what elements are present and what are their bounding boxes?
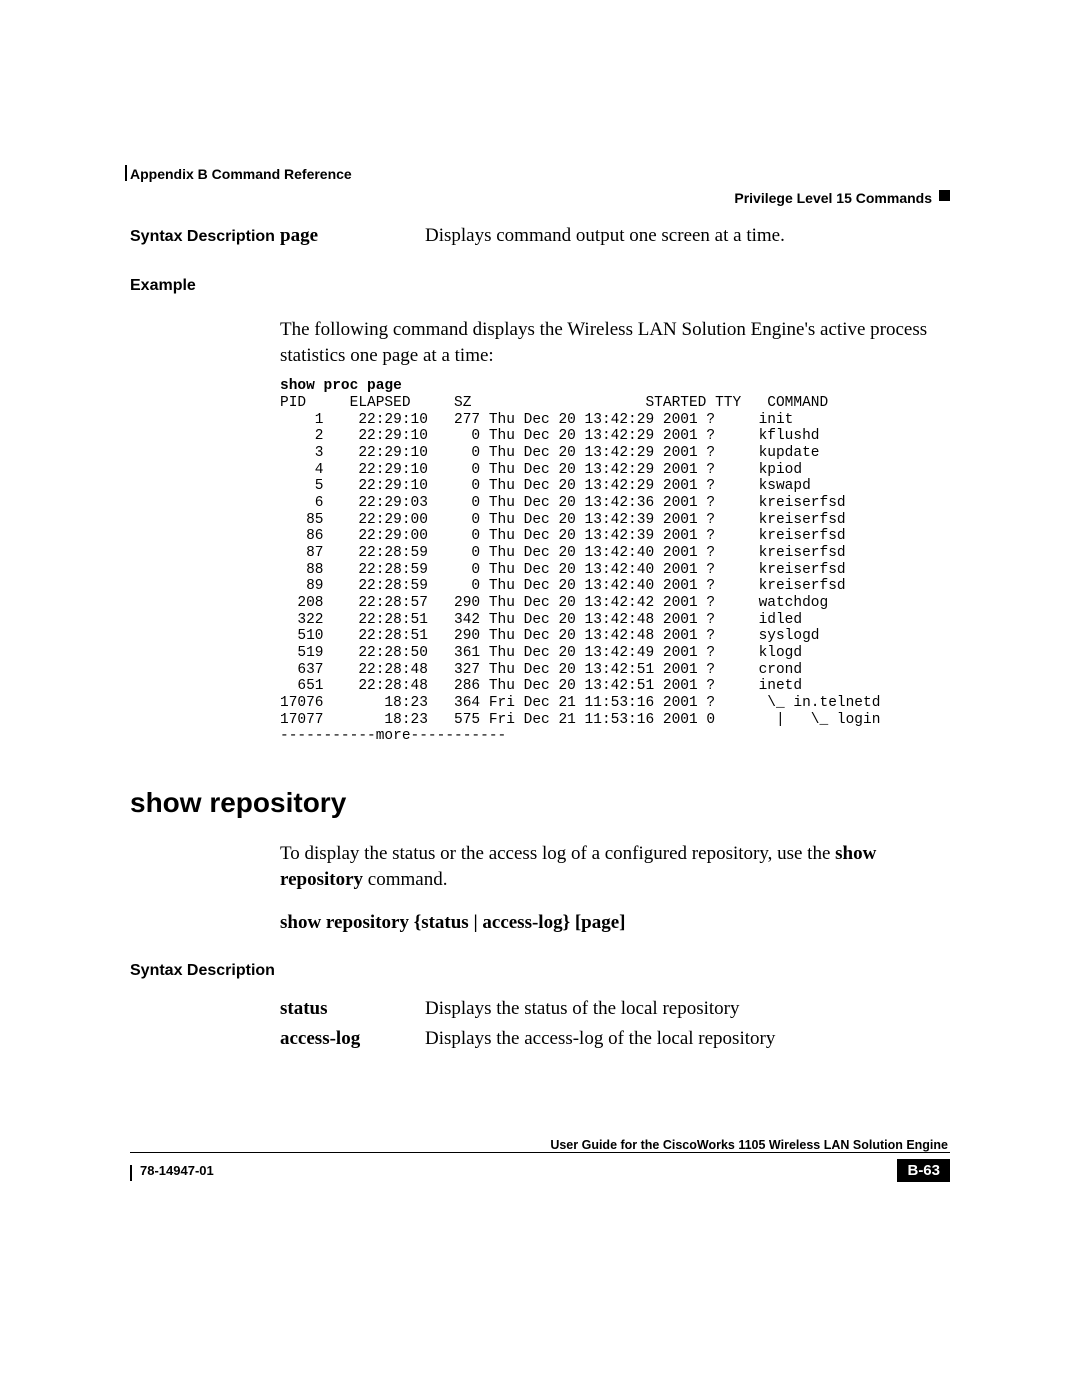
- page-footer: User Guide for the CiscoWorks 1105 Wirel…: [130, 1154, 950, 1182]
- header-section-title: Privilege Level 15 Commands: [734, 190, 932, 206]
- command-title: show repository: [130, 787, 950, 819]
- document-page: Appendix B Command Reference Privilege L…: [0, 0, 1080, 1397]
- section-label: Syntax Description: [130, 228, 280, 246]
- param-description: Displays the status of the local reposit…: [425, 998, 950, 1020]
- param-description: Displays the access-log of the local rep…: [425, 1028, 950, 1050]
- square-icon: [939, 190, 950, 201]
- text: To display the status or the access log …: [280, 843, 835, 864]
- page-number-badge: B-63: [897, 1159, 950, 1182]
- param-name: page: [280, 225, 425, 247]
- text: command.: [363, 869, 447, 890]
- example-paragraph: The following command displays the Wirel…: [130, 317, 950, 368]
- param-name: access-log: [130, 1028, 425, 1050]
- footer-doc-number: 78-14947-01: [130, 1163, 214, 1178]
- header-bar-icon: [125, 165, 127, 181]
- footer-doc-title: User Guide for the CiscoWorks 1105 Wirel…: [130, 1138, 950, 1152]
- code-output: show proc page PID ELAPSED SZ STARTED TT…: [130, 378, 950, 745]
- section-label: Example: [130, 277, 950, 295]
- header-breadcrumb: Appendix B Command Reference: [130, 166, 352, 182]
- syntax-description-row: Syntax Description page Displays command…: [130, 225, 950, 247]
- footer-bar-icon: [130, 1165, 132, 1181]
- page-body: Syntax Description page Displays command…: [130, 225, 950, 1050]
- command-syntax: show repository {status | access-log} [p…: [130, 912, 950, 934]
- command-paragraph: To display the status or the access log …: [130, 841, 950, 892]
- code-body: PID ELAPSED SZ STARTED TTY COMMAND 1 22:…: [280, 395, 880, 744]
- footer-rule: [130, 1152, 950, 1153]
- param-name: status: [130, 998, 425, 1020]
- param-description: Displays command output one screen at a …: [425, 225, 785, 247]
- section-label: Syntax Description: [130, 962, 950, 980]
- code-command: show proc page: [280, 378, 402, 394]
